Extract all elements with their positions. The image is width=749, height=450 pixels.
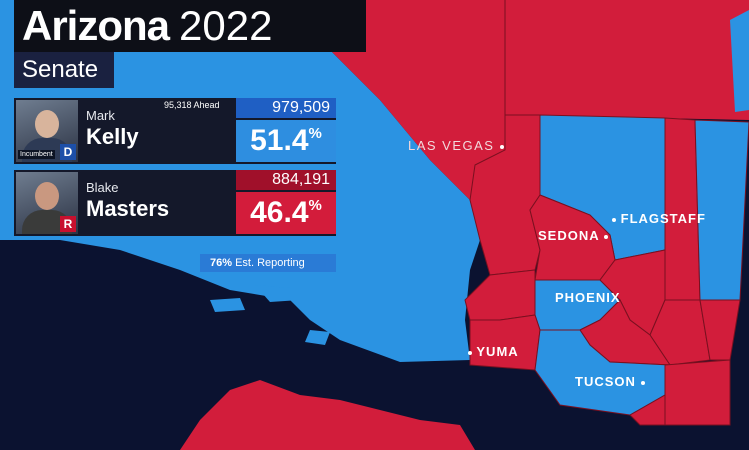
candidate-first-name: Blake <box>86 180 119 195</box>
candidate-photo: R <box>16 172 78 234</box>
candidate-photo: Incumbent D <box>16 100 78 162</box>
island-3 <box>305 330 330 345</box>
vote-count: 884,191 <box>236 170 336 190</box>
arizona-counties <box>464 114 749 426</box>
vote-percent: 46.4% <box>236 192 336 234</box>
vote-count: 979,509 <box>236 98 336 118</box>
candidate-card-kelly: Incumbent D Mark Kelly 95,318 Ahead 979,… <box>14 98 336 164</box>
header-title: Arizona 2022 <box>14 0 366 52</box>
city-yuma: YUMA <box>468 344 519 359</box>
incumbent-badge: Incumbent <box>18 150 55 159</box>
candidate-card-masters: R Blake Masters 884,191 46.4% <box>14 170 336 236</box>
mexico-region <box>180 380 475 450</box>
island-2 <box>210 298 245 312</box>
party-badge: R <box>60 216 76 232</box>
candidate-first-name: Mark <box>86 108 115 123</box>
party-badge: D <box>60 144 76 160</box>
vote-percent: 51.4% <box>236 120 336 162</box>
ahead-margin: 95,318 Ahead <box>164 100 220 110</box>
race-label: Senate <box>14 52 114 88</box>
yuma-county <box>469 314 541 371</box>
city-flagstaff: FLAGSTAFF <box>612 211 706 226</box>
reporting-status: 76% Est. Reporting <box>200 254 336 272</box>
pima-county <box>534 329 671 416</box>
nevada-blue-strip <box>730 10 749 112</box>
state-name: Arizona <box>22 2 170 49</box>
city-phoenix: PHOENIX <box>555 290 621 305</box>
candidate-last-name: Kelly <box>86 124 139 149</box>
city-sedona: SEDONA <box>538 228 608 243</box>
cochise-county <box>664 359 731 426</box>
nevada-region <box>300 0 749 200</box>
city-las-vegas: LAS VEGAS <box>408 138 504 153</box>
island-1 <box>255 285 300 302</box>
la-paz-county <box>464 269 536 321</box>
election-year: 2022 <box>179 2 273 49</box>
candidate-last-name: Masters <box>86 196 170 221</box>
city-tucson: TUCSON <box>575 374 645 389</box>
apache-county <box>694 119 749 301</box>
navajo-county <box>664 117 701 301</box>
